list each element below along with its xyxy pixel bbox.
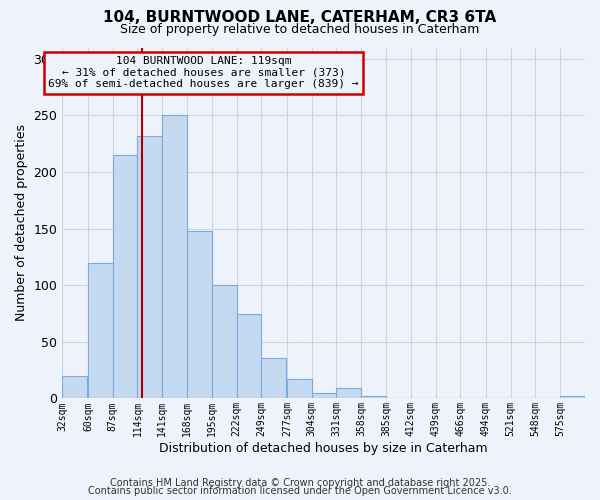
Bar bbox=[113, 155, 137, 398]
Bar bbox=[361, 396, 386, 398]
Bar bbox=[137, 136, 162, 398]
Text: 104 BURNTWOOD LANE: 119sqm
← 31% of detached houses are smaller (373)
69% of sem: 104 BURNTWOOD LANE: 119sqm ← 31% of deta… bbox=[48, 56, 359, 90]
Text: Contains public sector information licensed under the Open Government Licence v3: Contains public sector information licen… bbox=[88, 486, 512, 496]
Text: Size of property relative to detached houses in Caterham: Size of property relative to detached ho… bbox=[121, 22, 479, 36]
Bar bbox=[62, 376, 87, 398]
Text: Contains HM Land Registry data © Crown copyright and database right 2025.: Contains HM Land Registry data © Crown c… bbox=[110, 478, 490, 488]
Text: 104, BURNTWOOD LANE, CATERHAM, CR3 6TA: 104, BURNTWOOD LANE, CATERHAM, CR3 6TA bbox=[103, 10, 497, 25]
Bar bbox=[312, 393, 337, 398]
Bar bbox=[236, 314, 261, 398]
Bar bbox=[212, 285, 236, 399]
Bar bbox=[261, 358, 286, 399]
Bar bbox=[162, 116, 187, 399]
X-axis label: Distribution of detached houses by size in Caterham: Distribution of detached houses by size … bbox=[160, 442, 488, 455]
Bar bbox=[560, 396, 585, 398]
Bar bbox=[287, 379, 312, 398]
Bar bbox=[88, 262, 113, 398]
Bar bbox=[337, 388, 361, 398]
Bar bbox=[187, 231, 212, 398]
Y-axis label: Number of detached properties: Number of detached properties bbox=[15, 124, 28, 322]
